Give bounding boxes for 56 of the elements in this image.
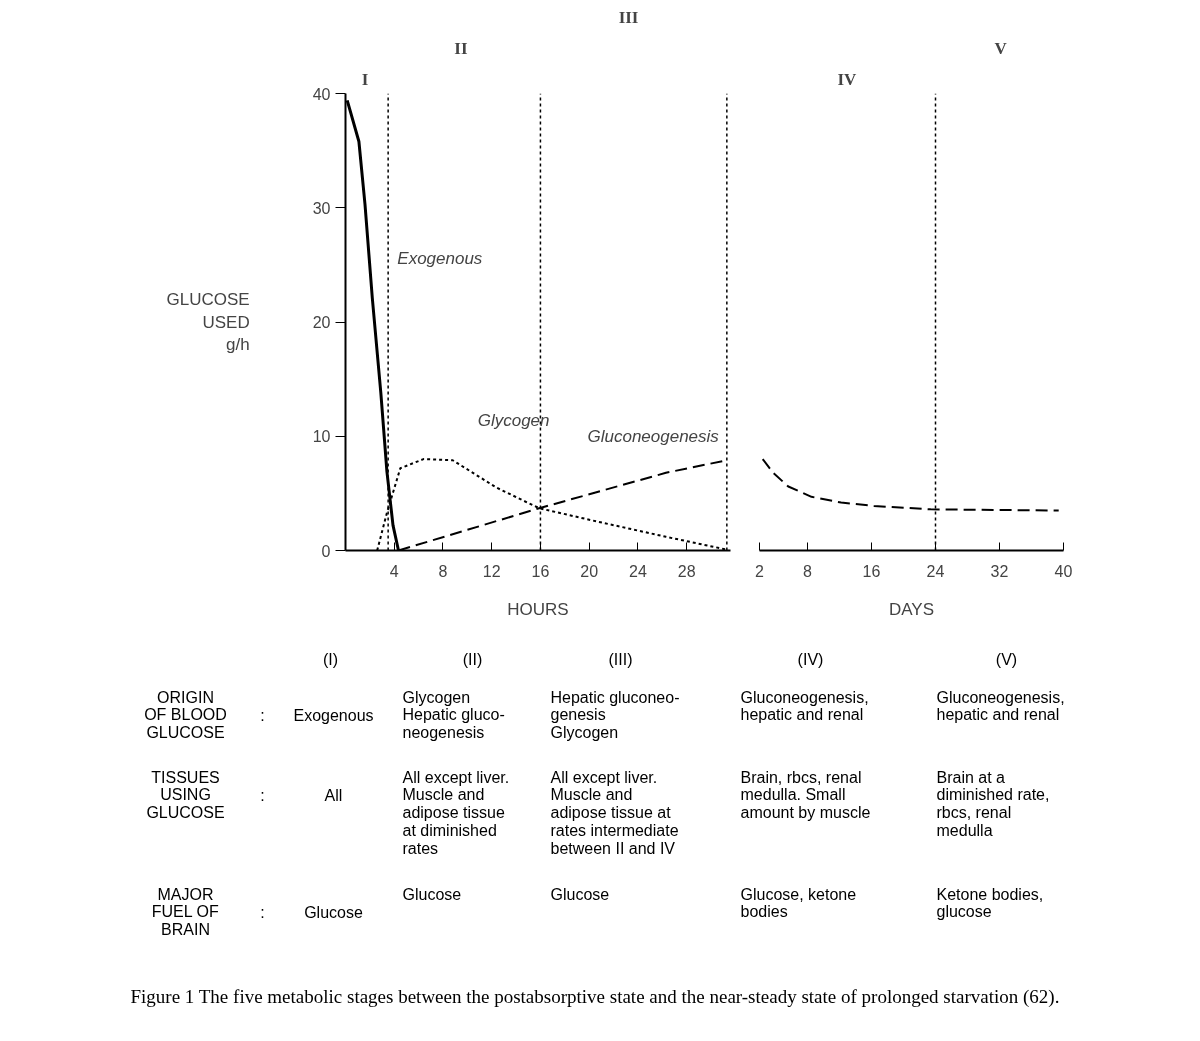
x-tick-label: 24 bbox=[926, 562, 945, 580]
text: MAJOR FUEL OF BRAIN bbox=[151, 885, 219, 939]
text: Glucose, ketone bodies bbox=[740, 885, 857, 921]
text: ORIGIN OF BLOOD GLUCOSE bbox=[144, 688, 227, 742]
text: Glucose bbox=[402, 885, 462, 903]
x-tick-label: 8 bbox=[803, 562, 813, 580]
text: Hepatic gluconeo- genesis Glycogen bbox=[550, 688, 680, 742]
text: All except liver. Muscle and adipose tissue at rates intermediate between II and IV bbox=[550, 768, 679, 857]
text: TISSUES USING GLUCOSE bbox=[146, 768, 225, 822]
x-tick-label: 8 bbox=[438, 562, 448, 580]
x-tick-label: 20 bbox=[580, 562, 599, 580]
text: : bbox=[260, 786, 265, 804]
text: I bbox=[361, 69, 369, 89]
x-tick-label: 40 bbox=[1054, 562, 1073, 580]
text: II bbox=[454, 38, 468, 58]
text: Gluconeogenesis, hepatic and renal bbox=[936, 688, 1065, 724]
text: Brain, rbcs, renal medulla. Small amount by muscle bbox=[740, 768, 871, 822]
text: Glucose bbox=[550, 885, 610, 903]
x-tick-label: 12 bbox=[482, 562, 501, 580]
text: III bbox=[618, 7, 639, 27]
x-tick-label: 28 bbox=[677, 562, 696, 580]
y-tick-label: 30 bbox=[312, 199, 331, 217]
series-label: Exogenous bbox=[397, 249, 483, 269]
text: (V) bbox=[995, 650, 1018, 668]
x-tick-label: 16 bbox=[862, 562, 881, 580]
y-tick-label: 0 bbox=[321, 542, 331, 560]
text: Glycogen bbox=[477, 411, 550, 431]
text: (II) bbox=[462, 650, 483, 668]
text: (I) bbox=[322, 650, 339, 668]
series-label: Gluconeogenesis bbox=[587, 427, 720, 447]
x-tick-label: 32 bbox=[990, 562, 1009, 580]
x-tick-label: 24 bbox=[629, 562, 647, 580]
text: : bbox=[260, 903, 265, 921]
x-axis-title: HOURS bbox=[507, 599, 569, 619]
x-axis-title: DAYS bbox=[888, 599, 935, 619]
text: All bbox=[324, 786, 343, 804]
x-tick-label: 4 bbox=[389, 562, 399, 580]
text: (IV) bbox=[797, 650, 824, 668]
text: Glucose bbox=[304, 903, 363, 921]
caption: Figure 1 The five metabolic stages between the postabsorptive state and the near-steady state of prolonged starvation (62). bbox=[130, 985, 1060, 1008]
text: : bbox=[260, 706, 265, 724]
text: Glycogen Hepatic gluco- neogenesis bbox=[402, 688, 505, 742]
y-axis-title: GLUCOSE USED g/h bbox=[166, 289, 250, 355]
text: Exogenous bbox=[293, 706, 374, 724]
text: Gluconeogenesis, hepatic and renal bbox=[740, 688, 869, 724]
x-tick-label: 2 bbox=[755, 562, 765, 580]
text: (III) bbox=[608, 650, 633, 668]
text: IV bbox=[837, 69, 858, 89]
text: Brain at a diminished rate, rbcs, renal medulla bbox=[936, 768, 1050, 840]
text: All except liver. Muscle and adipose tissue at diminished rates bbox=[402, 768, 510, 857]
y-tick-label: 40 bbox=[312, 85, 331, 103]
text: V bbox=[994, 38, 1008, 58]
x-tick-label: 16 bbox=[531, 562, 550, 580]
text: Ketone bodies, glucose bbox=[936, 885, 1044, 921]
y-tick-label: 10 bbox=[312, 428, 331, 446]
y-tick-label: 20 bbox=[312, 314, 331, 331]
